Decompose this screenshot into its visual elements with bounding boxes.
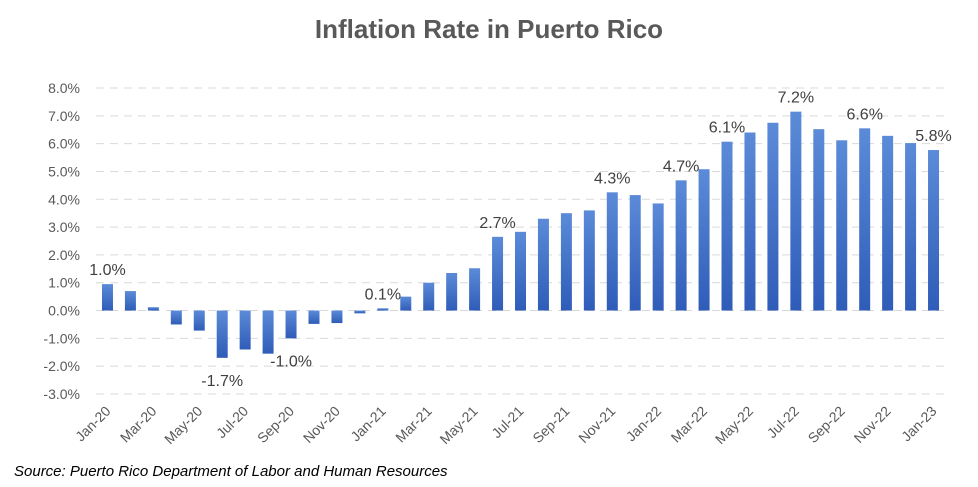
y-tick-label: 7.0% [48,108,80,124]
x-tick-label: Mar-22 [668,403,711,446]
bar-Mar-21 [423,282,435,311]
gridlines [96,87,945,395]
x-tick-label: Jul-21 [488,403,526,441]
bar-Nov-20 [331,310,343,324]
bar-Mar-22 [698,169,710,311]
x-tick-label: Mar-21 [392,403,435,446]
bar-Jun-21 [492,236,504,311]
x-tick-label: May-22 [712,403,756,447]
bar-Dec-21 [629,195,641,311]
bar-Jun-20 [216,310,228,358]
bar-Feb-20 [124,291,136,311]
bar-Oct-20 [308,310,320,324]
y-tick-label: -3.0% [43,386,80,402]
data-label: 6.6% [846,106,882,123]
bar-Sep-20 [285,310,297,339]
data-label: -1.7% [201,373,243,390]
y-axis-ticks: 8.0% 7.0% 6.0% 5.0% 4.0% 3.0% 2.0% 1.0% 0.0% -1.0… [43,80,80,402]
y-tick-label: 3.0% [48,219,80,235]
source-note: Source: Puerto Rico Department of Labor … [14,463,448,480]
bar-Feb-22 [675,180,687,311]
bar-Jan-20 [101,284,113,311]
x-tick-label: Nov-22 [851,403,894,446]
bar-Apr-20 [170,310,182,325]
data-label: 6.1% [709,120,745,137]
bar-Jun-22 [767,122,779,311]
x-tick-label: Jul-20 [213,403,251,441]
data-label: 2.7% [479,215,515,232]
data-labels: 1.0% -1.7% -1.0% 0.1% 2.7% 4.3% 4.7% 6.1% 7.2% 6.… [89,90,952,390]
data-label: 1.0% [89,262,125,279]
x-tick-label: Sep-21 [529,403,572,446]
data-label: 4.7% [663,158,699,175]
bar-Apr-22 [721,141,733,311]
y-tick-label: 2.0% [48,247,80,263]
x-tick-label: Jan-21 [347,403,389,445]
x-tick-label: Sep-22 [805,403,848,446]
bar-Dec-22 [905,143,917,311]
bar-May-22 [744,132,756,311]
bar-May-20 [193,310,205,331]
x-tick-label: May-20 [161,403,205,447]
data-label: 4.3% [594,170,630,187]
x-tick-label: Jan-22 [623,403,665,445]
bar-Dec-20 [354,310,366,314]
bar-Aug-22 [813,129,825,311]
y-tick-label: 0.0% [48,303,80,319]
bar-Nov-22 [882,135,894,311]
data-label: 5.8% [915,128,951,145]
y-tick-label: 4.0% [48,191,80,207]
bar-Jul-22 [790,111,802,311]
bars [101,111,940,358]
x-tick-label: Jan-20 [72,403,114,445]
y-tick-label: -1.0% [43,330,80,346]
bar-Aug-21 [537,218,549,311]
chart-title: Inflation Rate in Puerto Rico [314,14,664,44]
y-tick-label: 1.0% [48,275,80,291]
x-tick-label: Nov-21 [575,403,618,446]
y-tick-label: 5.0% [48,163,80,179]
bar-Oct-22 [859,128,871,311]
bar-Sep-21 [560,213,572,311]
x-tick-label: Mar-20 [117,403,160,446]
bar-Jan-23 [928,150,940,311]
bar-Jul-21 [515,231,526,311]
bar-Aug-20 [262,310,274,354]
x-tick-label: Sep-20 [254,403,297,446]
bar-Nov-21 [606,192,618,311]
x-tick-label: Nov-20 [300,403,343,446]
bar-May-21 [469,268,481,311]
y-tick-label: -2.0% [43,358,80,374]
bar-Oct-21 [583,210,595,311]
bar-Jan-22 [652,203,664,311]
y-tick-label: 8.0% [48,80,80,96]
bar-Apr-21 [446,272,458,311]
y-tick-label: 6.0% [48,136,80,152]
bar-Jul-20 [239,310,251,350]
x-tick-label: Jul-22 [764,403,802,441]
data-label: 0.1% [365,286,401,303]
x-tick-label: Jan-23 [898,403,940,445]
x-axis-ticks: Jan-20 Mar-20 May-20 Jul-20 Sep-20 Nov-20 Jan-… [72,403,940,447]
bar-Feb-21 [400,296,412,311]
data-label: 7.2% [778,90,814,107]
bar-Sep-22 [836,140,848,311]
x-tick-label: May-21 [436,403,480,447]
bar-Jan-21 [377,308,389,311]
bar-Mar-20 [147,307,159,311]
data-label: -1.0% [270,353,312,370]
